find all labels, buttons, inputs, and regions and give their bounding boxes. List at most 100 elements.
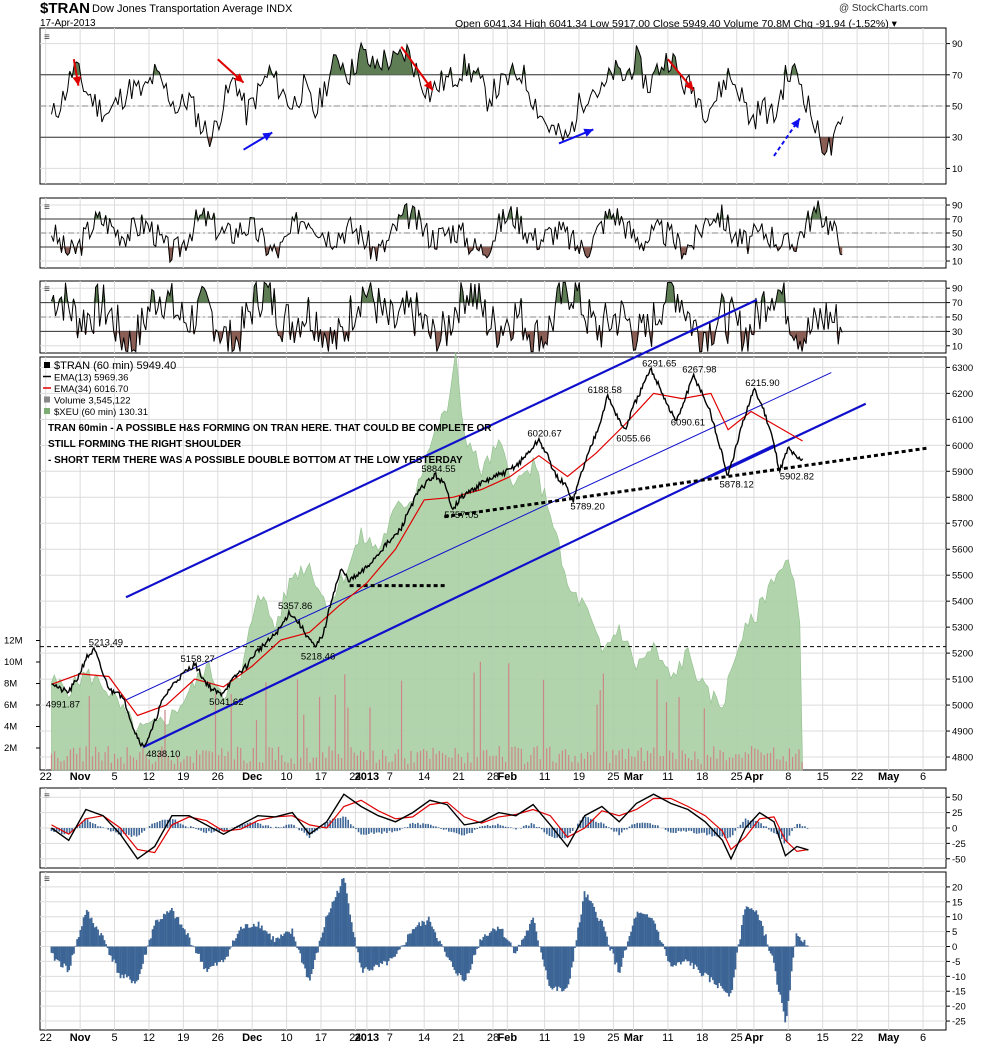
legend-entry: $XEU (60 min) 130.31	[54, 407, 148, 418]
macd-tick-label: 50	[952, 793, 963, 804]
x-axis-label: 22	[851, 771, 863, 783]
x-axis-label: 2013	[355, 771, 379, 783]
annotation-line: STILL FORMING THE RIGHT SHOULDER	[48, 439, 242, 450]
hist-tick-label: 20	[952, 882, 963, 893]
x-axis-label: 21	[452, 1032, 464, 1044]
x-axis-label: 8	[785, 771, 791, 783]
x-axis-label: Dec	[242, 771, 262, 783]
x-axis-label: 22	[851, 1032, 863, 1044]
x-axis-label: 17	[315, 771, 327, 783]
x-axis-label: 12	[143, 1032, 155, 1044]
volume-tick-label: 2M	[4, 743, 17, 754]
macd-signal-line	[51, 797, 809, 854]
x-axis-label: 21	[452, 771, 464, 783]
legend-entry: EMA(34) 6016.70	[54, 384, 128, 395]
x-axis-label: 5	[111, 771, 117, 783]
x-axis-label: 6	[920, 771, 926, 783]
rsi1-tick-label: 10	[952, 257, 963, 268]
legend-swatch	[44, 362, 50, 368]
rsi1-tick-label: 50	[952, 229, 963, 240]
x-axis-label: Apr	[744, 1032, 764, 1044]
rsi-overbought-fill	[67, 43, 800, 75]
x-axis-label: 15	[817, 1032, 829, 1044]
x-axis-label: 15	[817, 771, 829, 783]
volume-tick-label: 10M	[4, 657, 23, 668]
stockcharts-credit: @ StockCharts.com	[838, 3, 928, 14]
hist-tick-label: 0	[952, 942, 957, 953]
legend-entry: $TRAN (60 min) 5949.40	[54, 360, 176, 372]
price-tick-label: 5900	[952, 467, 973, 478]
x-axis-label: 25	[607, 1032, 619, 1044]
x-axis-label: Feb	[498, 1032, 518, 1044]
x-axis-label: 8	[785, 1032, 791, 1044]
hist-tick-label: -25	[952, 1017, 966, 1028]
legend-entry: Volume 3,545,122	[54, 396, 131, 407]
x-axis-label: 22	[40, 771, 52, 783]
x-axis-label: 11	[662, 1032, 673, 1044]
x-axis-label: Nov	[70, 771, 92, 783]
price-label: 5884.55	[421, 464, 455, 475]
x-axis-label: 11	[539, 1032, 550, 1044]
macd-tick-label: 25	[952, 808, 963, 819]
rsi1-tick-label: 90	[952, 201, 963, 212]
macd-tick-label: -50	[952, 854, 966, 865]
volume-tick-label: 6M	[4, 700, 17, 711]
legend-entry: EMA(13) 5969.36	[54, 373, 128, 384]
price-tick-label: 4900	[952, 727, 973, 738]
x-axis-label: 19	[177, 1032, 189, 1044]
xeu-area	[51, 351, 803, 771]
rsi0-tick-label: 10	[952, 164, 963, 175]
channel-line	[125, 372, 832, 701]
x-axis-label: 11	[662, 771, 673, 783]
rsi0-tick-label: 90	[952, 39, 963, 50]
macd-tick-label: -25	[952, 839, 966, 850]
price-tick-label: 5700	[952, 519, 973, 530]
legend-swatch	[44, 396, 50, 403]
macd-tick-label: 0	[952, 824, 957, 835]
rsi2-tick-label: 10	[952, 341, 963, 352]
x-axis-label: 19	[177, 771, 189, 783]
x-axis-label: 25	[607, 771, 619, 783]
panel-grip-icon: ≡	[44, 874, 50, 885]
price-line	[51, 366, 804, 748]
rsi-arrow-head	[791, 118, 800, 129]
x-axis-label: 25	[731, 1032, 743, 1044]
price-label: 6020.67	[527, 429, 561, 440]
x-axis-label: Nov	[70, 1032, 92, 1044]
price-tick-label: 4800	[952, 753, 973, 764]
x-axis-label: May	[878, 771, 900, 783]
volume-tick-label: 12M	[4, 636, 23, 647]
hist-tick-label: -20	[952, 1002, 966, 1013]
x-axis-label: 18	[696, 1032, 708, 1044]
x-axis-label: 26	[212, 771, 224, 783]
rsi0-tick-label: 30	[952, 133, 963, 144]
hist-tick-label: 15	[952, 897, 963, 908]
rsi1-tick-label: 70	[952, 215, 963, 226]
rsi0-tick-label: 50	[952, 102, 963, 113]
price-label: 5878.12	[720, 480, 754, 491]
x-axis-label: 12	[143, 771, 155, 783]
x-axis-label: 7	[387, 771, 393, 783]
rsi2-tick-label: 90	[952, 284, 963, 295]
ema34-line	[51, 392, 803, 717]
panel-grip-icon: ≡	[44, 284, 50, 295]
x-axis-label: 22	[40, 1032, 52, 1044]
x-axis-label: 10	[280, 1032, 292, 1044]
x-axis-label: 19	[573, 771, 585, 783]
price-label: 5218.46	[301, 652, 335, 663]
x-axis-label: 11	[539, 771, 550, 783]
price-tick-label: 5000	[952, 701, 973, 712]
rsi1-tick-label: 30	[952, 243, 963, 254]
price-label: 6267.98	[682, 364, 716, 375]
rsi2-tick-label: 50	[952, 313, 963, 324]
channel-line	[710, 402, 867, 478]
x-axis-label: 19	[573, 1032, 585, 1044]
price-tick-label: 5100	[952, 675, 973, 686]
x-axis-label: 28	[487, 771, 499, 783]
price-tick-label: 5200	[952, 649, 973, 660]
panel-grip-icon: ≡	[44, 791, 50, 802]
rsi-arrow-head	[233, 73, 244, 83]
price-label: 5357.86	[278, 601, 312, 612]
price-label: 5041.62	[209, 697, 243, 708]
